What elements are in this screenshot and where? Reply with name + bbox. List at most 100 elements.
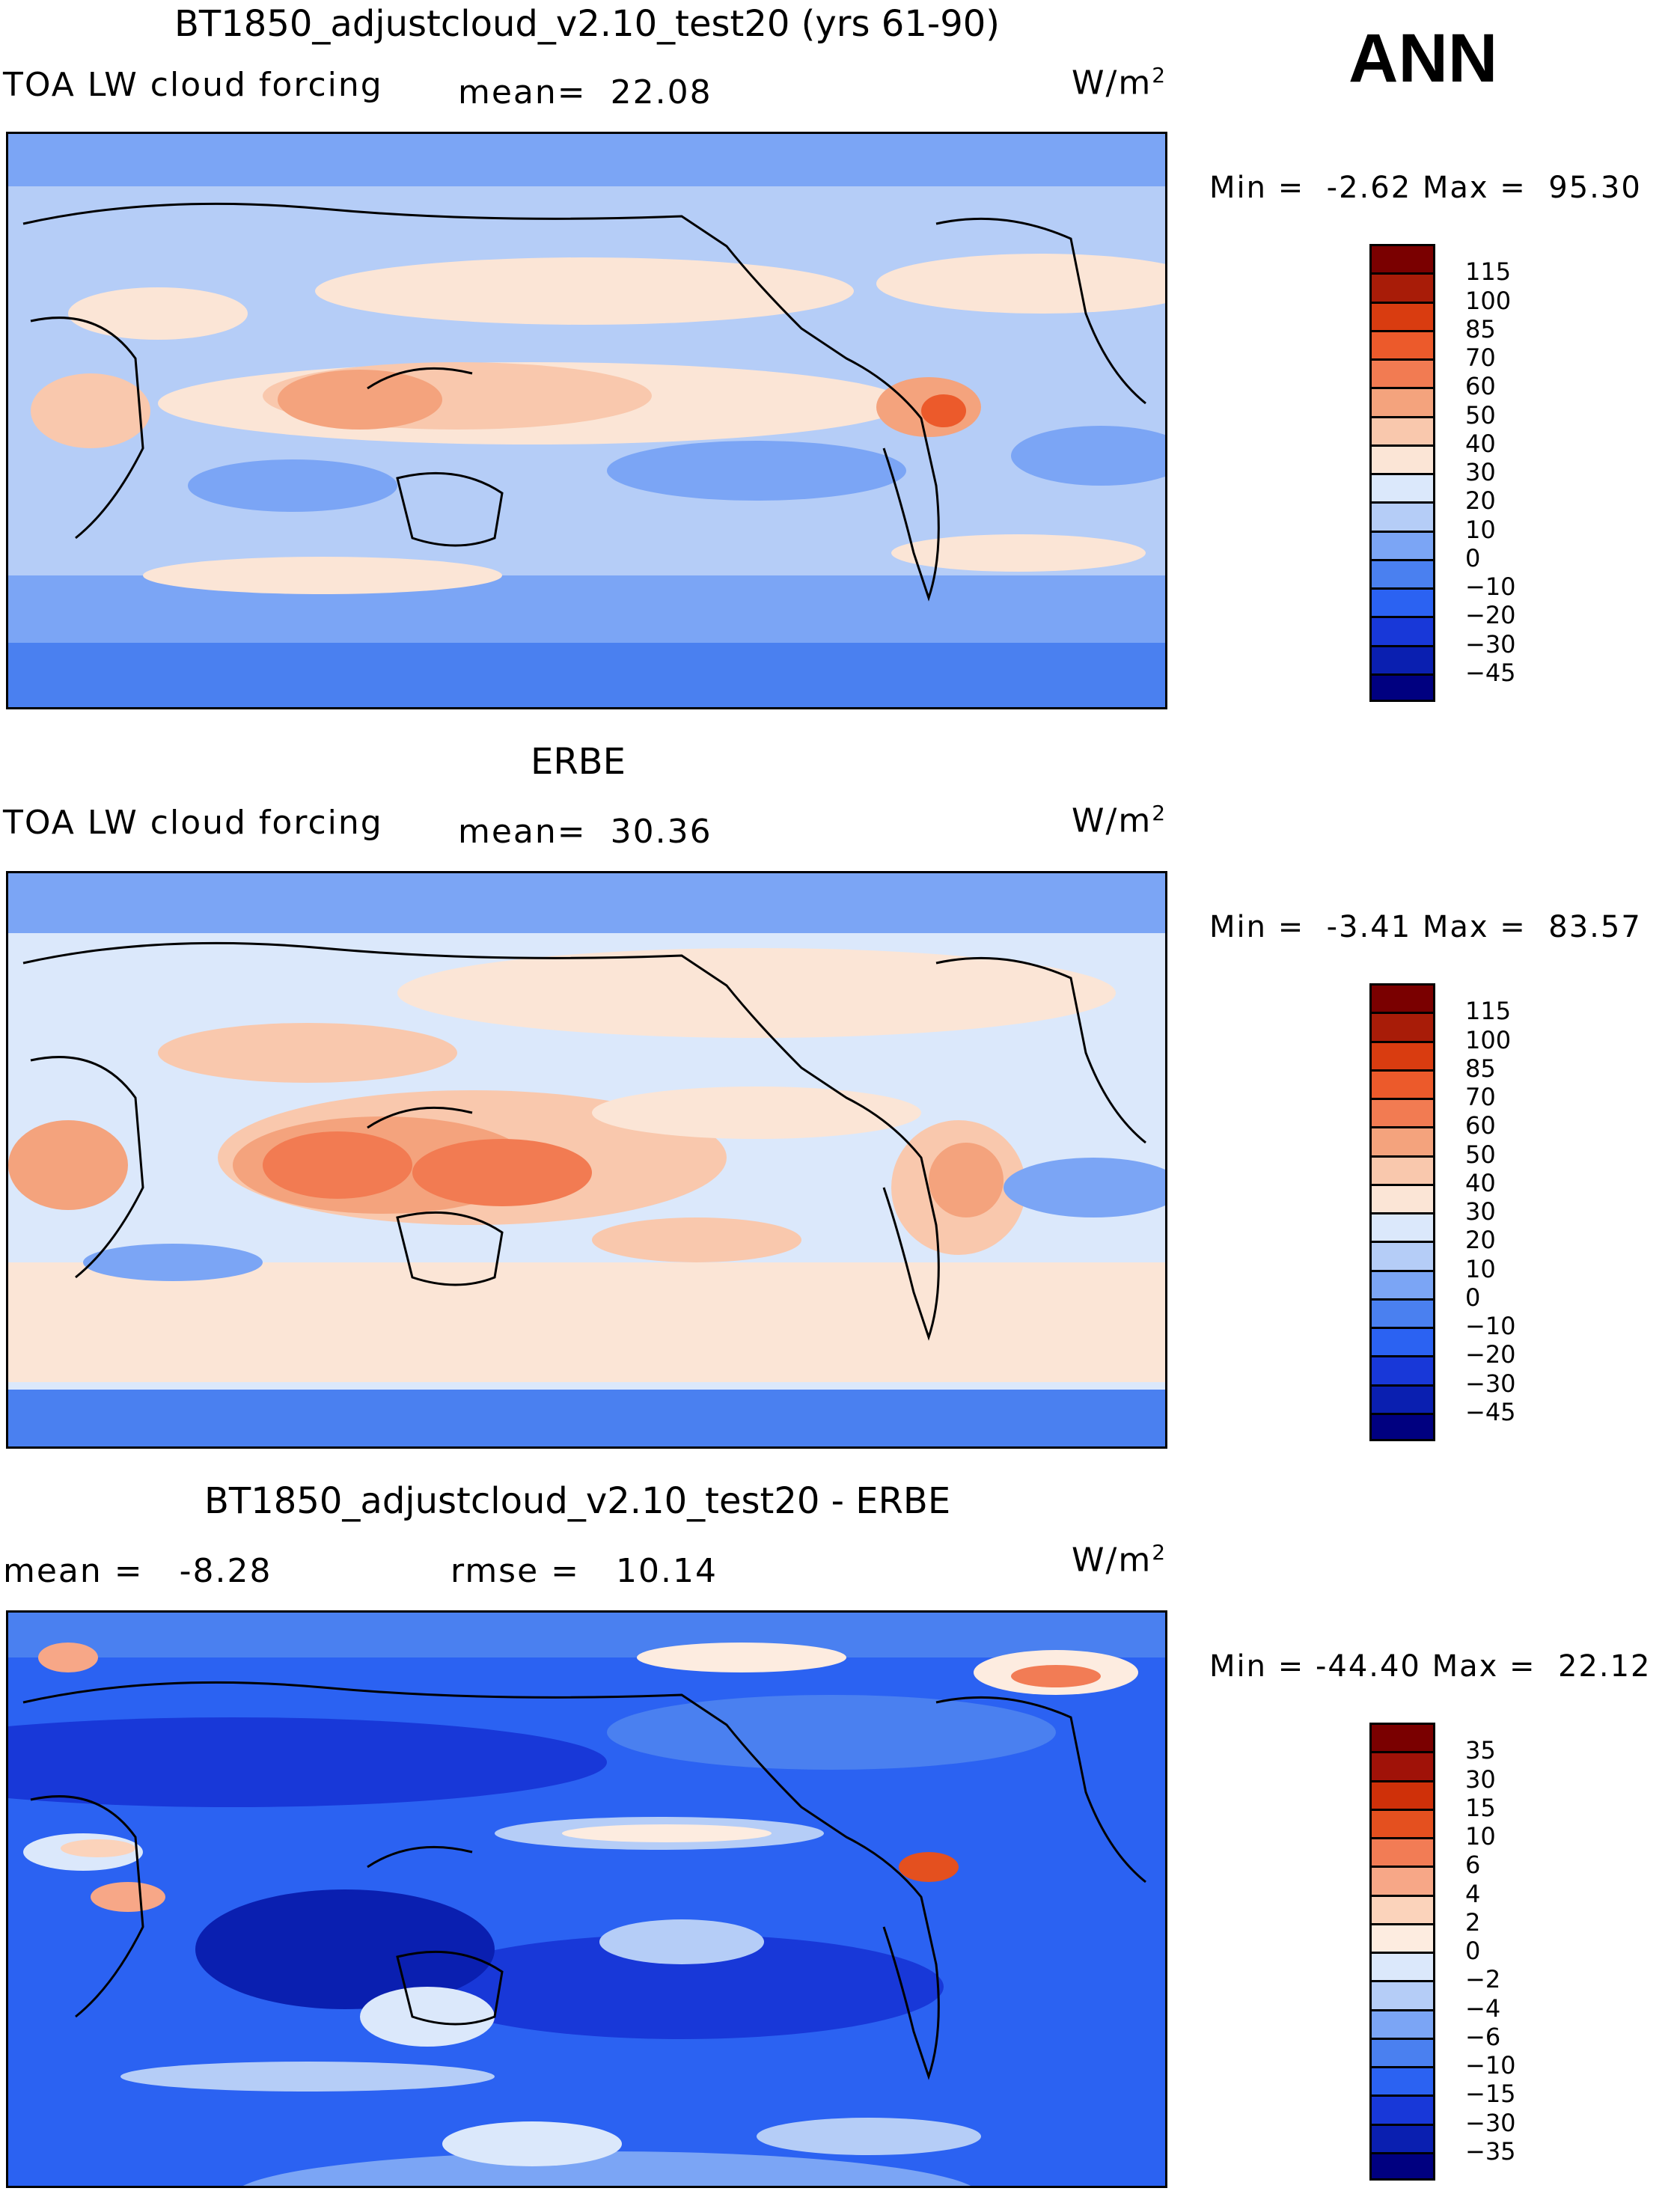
colorbar-label: 0 — [1465, 1283, 1481, 1312]
colorbar-label: −2 — [1465, 1965, 1501, 1994]
colorbar-swatch — [1369, 415, 1435, 444]
colorbar-label: 30 — [1465, 1197, 1496, 1226]
colorbar-swatch — [1369, 1779, 1435, 1809]
colorbar-swatch — [1369, 272, 1435, 302]
colorbar-label: 2 — [1465, 1907, 1481, 1937]
colorbar-swatch — [1369, 644, 1435, 673]
panel-1-colorbar: 115 100 85 70 60 50 40 30 20 10 0 −10 −20 −30 −45 — [1369, 244, 1516, 702]
colorbar-label: 70 — [1465, 1083, 1496, 1111]
colorbar-swatch — [1369, 2008, 1435, 2038]
panel-3-mean: mean = -8.28 — [3, 1552, 272, 1590]
colorbar-label: −45 — [1465, 1397, 1516, 1426]
colorbar-label: 70 — [1465, 343, 1496, 372]
panel-2-units: W/m2 — [1072, 801, 1167, 840]
colorbar-label: 10 — [1465, 1254, 1496, 1283]
coastline — [22, 202, 1146, 602]
panel-1-mean-label: mean= — [458, 73, 587, 111]
panel-1-min-value: -2.62 — [1326, 171, 1412, 205]
colorbar-label: 30 — [1465, 1764, 1496, 1794]
colorbar-label: −10 — [1465, 572, 1516, 601]
panel-3-max-value: 22.12 — [1557, 1649, 1652, 1684]
panel-3-colorbar: 35 30 15 10 6 4 2 0 −2 −4 −6 −10 −15 −30 −35 — [1369, 1723, 1516, 2181]
colorbar-label: 40 — [1465, 429, 1496, 458]
colorbar-swatch — [1369, 1980, 1435, 2009]
colorbar-swatch — [1369, 1952, 1435, 1981]
colorbar-label: 85 — [1465, 314, 1496, 343]
panel-1-units: W/m2 — [1072, 63, 1167, 103]
panel-3-rmse: rmse = 10.14 — [450, 1552, 718, 1590]
panel-2-minmax: Min = -3.41 Max = 83.57 — [1209, 910, 1642, 944]
colorbar-swatch — [1369, 387, 1435, 416]
colorbar-label: 30 — [1465, 458, 1496, 486]
colorbar-swatch — [1369, 329, 1435, 358]
colorbar-swatch — [1369, 1069, 1435, 1098]
colorbar-swatch — [1369, 501, 1435, 531]
colorbar-swatch — [1369, 587, 1435, 617]
panel-2-max-label: Max = — [1422, 910, 1527, 944]
colorbar-label: −45 — [1465, 658, 1516, 687]
colorbar-label: 100 — [1465, 286, 1512, 315]
colorbar-label: 85 — [1465, 1054, 1496, 1083]
colorbar-swatch — [1369, 301, 1435, 330]
colorbar-label: 100 — [1465, 1025, 1512, 1054]
colorbar-swatch — [1369, 1751, 1435, 1780]
panel-3-title: BT1850_adjustcloud_v2.10_test20 - ERBE — [204, 1480, 951, 1522]
colorbar-label: 60 — [1465, 372, 1496, 401]
panel-1-mean: mean= 22.08 — [458, 73, 712, 111]
colorbar-label: 20 — [1465, 486, 1496, 516]
panel-3-mean-value: -8.28 — [179, 1552, 272, 1590]
panel-3-units: W/m2 — [1072, 1540, 1167, 1580]
colorbar-swatch — [1369, 616, 1435, 645]
colorbar-swatch — [1369, 1866, 1435, 1895]
panel-1-title: BT1850_adjustcloud_v2.10_test20 (yrs 61-… — [174, 3, 1000, 45]
colorbar-swatch — [1369, 1040, 1435, 1069]
colorbar-swatch — [1369, 530, 1435, 559]
colorbar-swatch — [1369, 1012, 1435, 1041]
colorbar-label: −6 — [1465, 2022, 1501, 2051]
colorbar-label: 10 — [1465, 1822, 1496, 1851]
colorbar-label: 35 — [1465, 1736, 1496, 1765]
panel-2-min-value: -3.41 — [1326, 910, 1412, 944]
colorbar-label: 40 — [1465, 1168, 1496, 1197]
colorbar-swatch — [1369, 473, 1435, 502]
colorbar-label: −10 — [1465, 1312, 1516, 1340]
colorbar-label: 10 — [1465, 515, 1496, 544]
colorbar-swatch — [1369, 1327, 1435, 1356]
colorbar-swatch — [1369, 2094, 1435, 2124]
colorbar-label: 115 — [1465, 997, 1512, 1026]
panel-3-minmax: Min = -44.40 Max = 22.12 — [1209, 1649, 1652, 1684]
colorbar-swatch — [1369, 673, 1435, 702]
colorbar-swatch — [1369, 1723, 1435, 1752]
season-label: ANN — [1348, 20, 1498, 97]
panel-2-min-label: Min = — [1209, 910, 1305, 944]
colorbar-label: 0 — [1465, 1937, 1481, 1965]
panel-1-minmax: Min = -2.62 Max = 95.30 — [1209, 171, 1642, 205]
colorbar-label: 60 — [1465, 1111, 1496, 1140]
panel-3-min-label: Min = — [1209, 1649, 1305, 1684]
colorbar-swatch — [1369, 244, 1435, 273]
colorbar-label: −4 — [1465, 1993, 1501, 2023]
panel-3-rmse-label: rmse = — [450, 1552, 581, 1590]
colorbar-label: −30 — [1465, 1369, 1516, 1398]
colorbar-label: 20 — [1465, 1226, 1496, 1255]
colorbar-swatch — [1369, 2066, 1435, 2095]
colorbar-label: 4 — [1465, 1879, 1481, 1908]
colorbar-label: −35 — [1465, 2136, 1516, 2166]
panel-2-max-value: 83.57 — [1548, 910, 1642, 944]
panel-1-map — [6, 132, 1167, 709]
panel-2-mean-label: mean= — [458, 813, 587, 851]
panel-1-min-label: Min = — [1209, 171, 1305, 205]
panel-2-field: TOA LW cloud forcing — [3, 804, 383, 842]
colorbar-label: −15 — [1465, 2080, 1516, 2109]
panel-2-map — [6, 871, 1167, 1449]
panel-3-rmse-value: 10.14 — [616, 1552, 718, 1590]
colorbar-swatch — [1369, 1412, 1435, 1441]
colorbar-swatch — [1369, 558, 1435, 587]
panel-2-mean: mean= 30.36 — [458, 813, 712, 851]
colorbar-label: −20 — [1465, 601, 1516, 630]
colorbar-label: −20 — [1465, 1340, 1516, 1369]
panel-3-mean-label: mean = — [3, 1552, 144, 1590]
colorbar-label: −10 — [1465, 2051, 1516, 2080]
panel-1-max-value: 95.30 — [1548, 171, 1642, 205]
colorbar-swatch — [1369, 1183, 1435, 1212]
